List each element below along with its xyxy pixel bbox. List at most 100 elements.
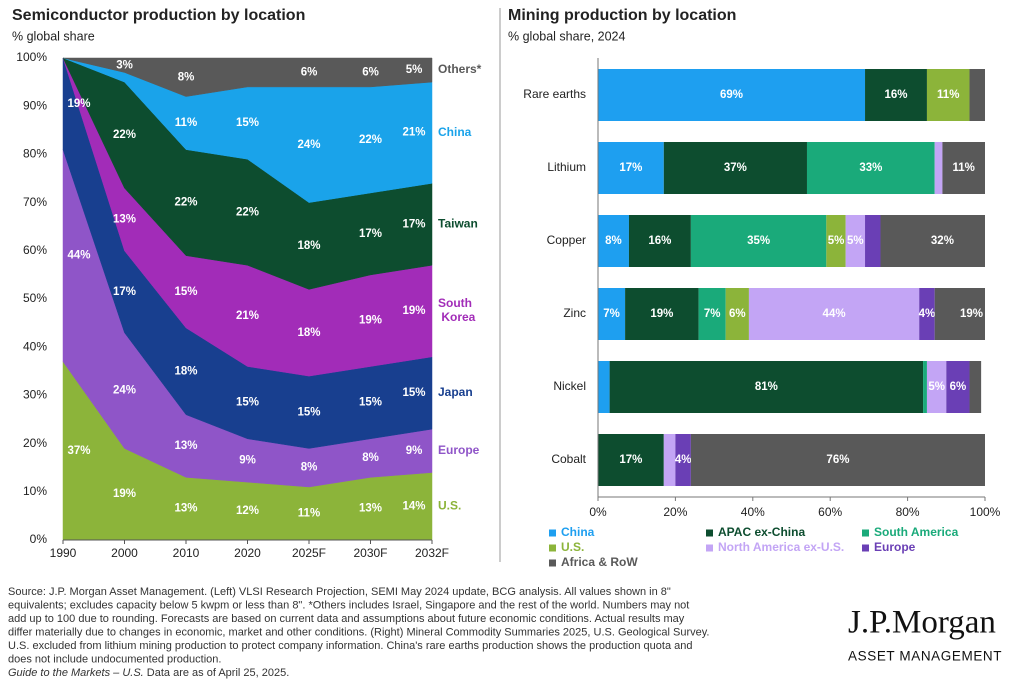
bar-segment bbox=[598, 142, 664, 194]
category-label: Lithium bbox=[547, 160, 586, 174]
data-label: 15% bbox=[359, 397, 382, 409]
data-label: 15% bbox=[174, 286, 197, 298]
data-label: 17% bbox=[619, 162, 642, 174]
data-label: 5% bbox=[406, 64, 423, 76]
source-line: equivalents; excludes capacity below 5 k… bbox=[8, 599, 689, 611]
legend-label: China bbox=[561, 525, 595, 539]
series-name: Japan bbox=[438, 385, 473, 399]
bar-segment bbox=[725, 288, 749, 340]
source-line: differ materially due to changes in econ… bbox=[8, 626, 709, 638]
y-tick-label: 40% bbox=[23, 339, 47, 353]
bar-segment bbox=[690, 434, 985, 486]
category-label: Copper bbox=[547, 233, 586, 247]
data-label: 13% bbox=[359, 503, 382, 515]
series-name: Taiwan bbox=[438, 216, 478, 230]
legend-swatch bbox=[549, 544, 556, 552]
left-subtitle: % global share bbox=[12, 29, 95, 43]
guide: Guide to the Markets – U.S. bbox=[8, 667, 144, 679]
data-label: 19% bbox=[960, 308, 983, 320]
bar-segment bbox=[663, 142, 807, 194]
data-label: 81% bbox=[755, 381, 778, 393]
data-label: 19% bbox=[113, 488, 136, 500]
area bbox=[62, 57, 433, 97]
bar-segment bbox=[598, 434, 664, 486]
bar-segment bbox=[826, 215, 846, 267]
data-label: 7% bbox=[603, 308, 620, 320]
x-tick-label: 40% bbox=[741, 505, 765, 519]
data-label: 12% bbox=[236, 505, 259, 517]
series-name: Europe bbox=[438, 443, 480, 457]
data-label: 11% bbox=[937, 89, 959, 101]
data-label: 15% bbox=[297, 406, 320, 418]
bar-segment bbox=[675, 434, 691, 486]
bar-segment bbox=[609, 361, 924, 413]
data-label: 17% bbox=[359, 228, 382, 240]
x-tick-label: 80% bbox=[896, 505, 920, 519]
data-label: 18% bbox=[297, 327, 320, 339]
data-label: 11% bbox=[953, 162, 975, 174]
data-label: 15% bbox=[402, 387, 425, 399]
legend-label: South America bbox=[874, 525, 959, 539]
legend-swatch bbox=[549, 529, 556, 537]
data-label: 18% bbox=[297, 240, 320, 252]
data-label: 76% bbox=[826, 454, 849, 466]
legend-swatch bbox=[549, 559, 556, 567]
source-line: U.S. excluded from lithium mining produc… bbox=[8, 640, 692, 652]
data-label: 21% bbox=[236, 310, 259, 322]
data-label: 14% bbox=[402, 500, 425, 512]
data-label: 19% bbox=[67, 98, 90, 110]
data-label: 3% bbox=[116, 59, 133, 71]
legend-swatch bbox=[706, 529, 713, 537]
bar-segment bbox=[865, 215, 881, 267]
data-label: 44% bbox=[823, 308, 846, 320]
bar-segment bbox=[845, 215, 866, 267]
data-label: 8% bbox=[301, 462, 318, 474]
data-label: 19% bbox=[650, 308, 673, 320]
bar-segment bbox=[919, 288, 935, 340]
bar-segment bbox=[969, 69, 985, 121]
bar-segment bbox=[926, 361, 947, 413]
series-name: Others* bbox=[438, 62, 482, 76]
data-label: 17% bbox=[619, 454, 642, 466]
data-label: 32% bbox=[931, 235, 954, 247]
data-label: 9% bbox=[239, 455, 256, 467]
y-tick-label: 30% bbox=[23, 388, 47, 402]
y-tick-label: 100% bbox=[16, 50, 47, 64]
data-label: 15% bbox=[236, 117, 259, 129]
legend-label: APAC ex-China bbox=[718, 525, 805, 539]
bar-segment bbox=[942, 142, 985, 194]
data-label: 4% bbox=[919, 308, 936, 320]
data-label: 19% bbox=[359, 315, 382, 327]
bar-segment bbox=[690, 215, 827, 267]
data-label: 11% bbox=[298, 508, 320, 520]
source-line: does not include undocumented production… bbox=[8, 653, 221, 665]
x-tick-label: 2000 bbox=[111, 546, 138, 560]
data-label: 13% bbox=[174, 503, 197, 515]
data-label: 16% bbox=[884, 89, 907, 101]
legend-label: Europe bbox=[874, 540, 916, 554]
data-label: 19% bbox=[402, 305, 425, 317]
data-label: 15% bbox=[987, 89, 1010, 101]
data-label: 18% bbox=[174, 365, 197, 377]
data-label: 5% bbox=[847, 235, 864, 247]
right-title: Mining production by location bbox=[508, 7, 736, 24]
bar-segment bbox=[598, 69, 866, 121]
y-tick-label: 20% bbox=[23, 436, 47, 450]
y-tick-label: 80% bbox=[23, 147, 47, 161]
data-label: 35% bbox=[747, 235, 770, 247]
data-label: 8% bbox=[605, 235, 622, 247]
x-tick-label: 2010 bbox=[173, 546, 200, 560]
legend-label: North America ex-U.S. bbox=[718, 540, 844, 554]
bars: 69% 16% 11% 15%17% 37% 33% 11%8% 16% 35% 5% 5% 32%7… bbox=[598, 69, 1010, 486]
bar-segment bbox=[934, 142, 943, 194]
data-label: 11% bbox=[175, 117, 197, 129]
data-label: 8% bbox=[362, 452, 379, 464]
data-label: 4% bbox=[675, 454, 692, 466]
data-label: 33% bbox=[859, 162, 882, 174]
legend-label: Africa & RoW bbox=[561, 555, 638, 569]
bar-segment bbox=[969, 361, 982, 413]
data-label: 6% bbox=[729, 308, 746, 320]
bar-segment bbox=[628, 215, 691, 267]
legend-label: U.S. bbox=[561, 540, 584, 554]
